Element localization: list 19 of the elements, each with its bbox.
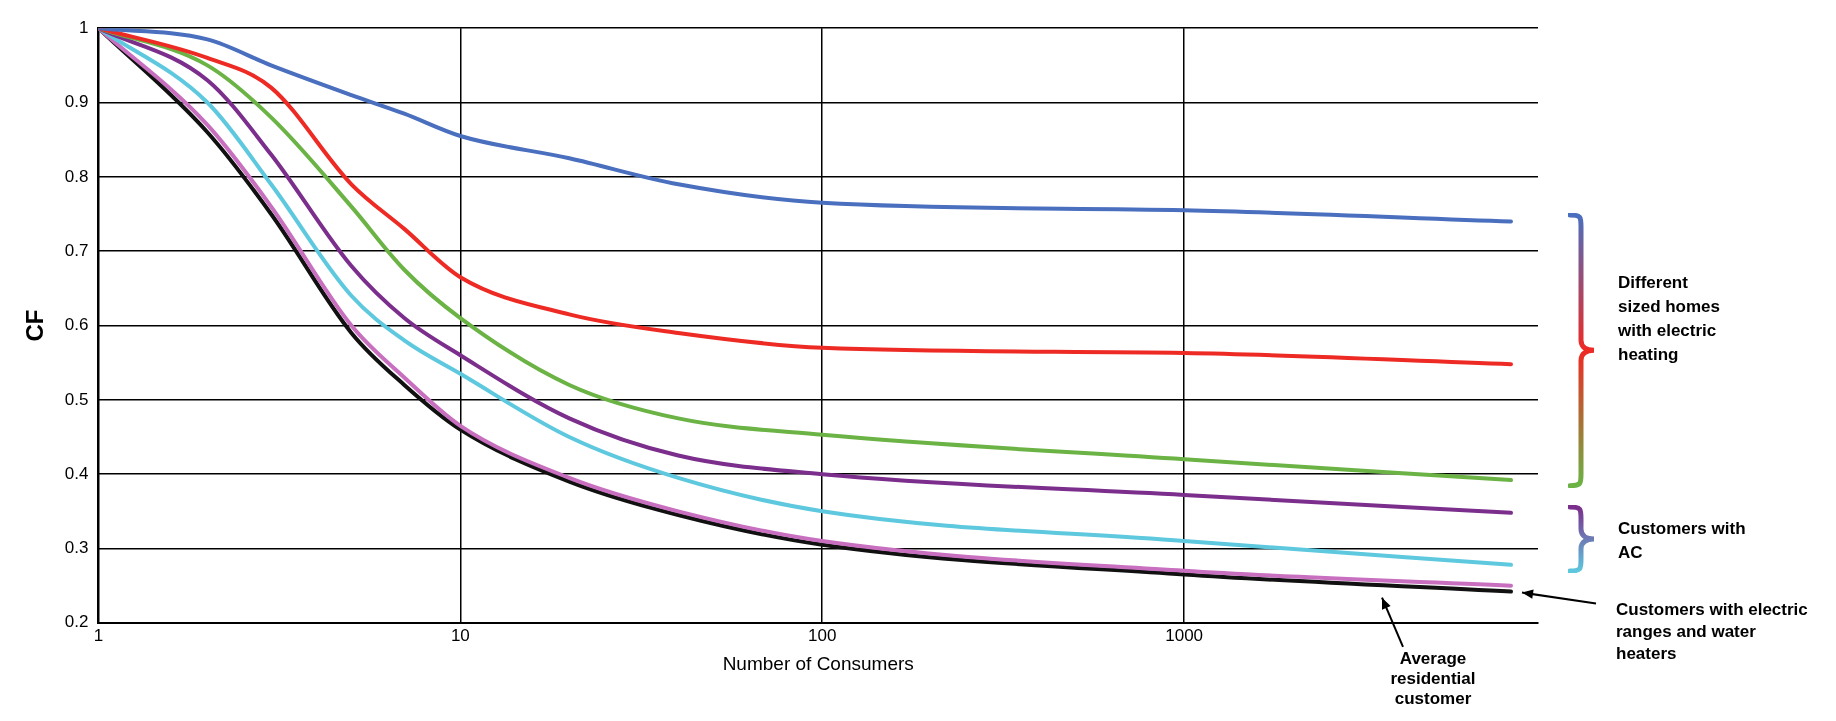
y-tick-label: 0.7 [64, 240, 89, 260]
text: Customers with electric ranges and water heaters [1616, 599, 1808, 663]
text: Customers with AC [1618, 517, 1747, 564]
y-tick-label: 0.6 [64, 315, 89, 335]
y-tick-label: 0.9 [64, 92, 89, 112]
y-tick-label: 0.2 [64, 612, 89, 632]
x-tick-label: 1 [93, 625, 104, 645]
y-tick-label: 1 [78, 17, 89, 37]
y-tick-label: 0.5 [64, 389, 89, 409]
y-axis-title: CF [21, 309, 49, 342]
x-axis-title: Number of Consumers [722, 652, 914, 674]
x-tick-label: 100 [808, 625, 837, 645]
x-tick-label: 10 [450, 625, 470, 645]
y-tick-label: 0.8 [64, 166, 89, 186]
x-tick-label: 1000 [1165, 625, 1204, 645]
y-tick-label: 0.3 [64, 538, 89, 558]
text: Different sized homes with electric heating [1618, 271, 1722, 366]
text: Average residential customer [1390, 648, 1476, 708]
y-tick-label: 0.4 [64, 463, 89, 483]
